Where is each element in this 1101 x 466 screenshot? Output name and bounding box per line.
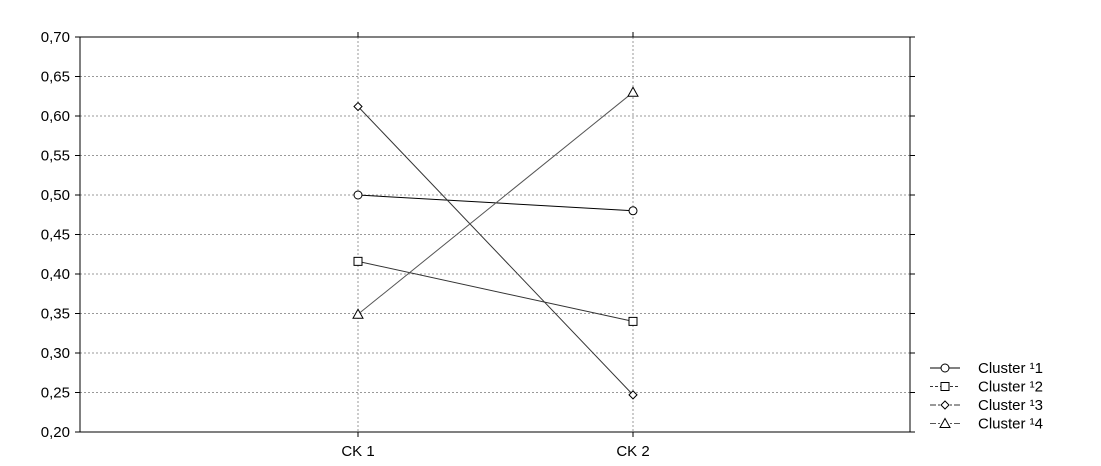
data-point-4-1 [352, 308, 364, 319]
series-lines [352, 86, 639, 400]
data-point-1-1 [353, 190, 363, 200]
y-tick-label: 0,55 [41, 148, 70, 165]
y-tick-label: 0,70 [41, 29, 70, 46]
y-tick-label: 0,40 [41, 266, 70, 283]
series-line-2 [357, 260, 634, 322]
y-tick-label: 0,45 [41, 227, 70, 244]
x-tick-label: CK 1 [341, 443, 374, 460]
legend-marker-4 [939, 417, 951, 428]
x-axis: CK 1 CK 2 [341, 32, 650, 460]
legend-label-4: Cluster ¹4 [978, 416, 1043, 433]
legend-label-1: Cluster ¹1 [978, 360, 1043, 377]
y-axis: 0,20 0,25 0,30 0,35 0,40 0,45 0,50 0,55 0,60 0,65… [41, 29, 915, 441]
legend-marker-3 [940, 400, 950, 410]
y-tick-label: 0,25 [41, 385, 70, 402]
y-tick-label: 0,20 [41, 424, 70, 441]
y-tick-label: 0,30 [41, 345, 70, 362]
data-point-2-1 [353, 256, 363, 266]
data-point-1-2 [628, 206, 638, 216]
data-point-3-2 [628, 390, 638, 400]
legend-marker-1 [940, 363, 950, 373]
y-tick-label: 0,50 [41, 187, 70, 204]
data-point-3-1 [353, 101, 363, 112]
y-tick-label: 0,60 [41, 108, 70, 125]
legend-label-3: Cluster ¹3 [978, 397, 1043, 414]
legend-marker-2 [940, 382, 950, 391]
y-tick-label: 0,65 [41, 69, 70, 86]
series-line-4 [357, 91, 634, 315]
legend-label-2: Cluster ¹2 [978, 379, 1043, 396]
y-tick-label: 0,35 [41, 306, 70, 323]
grid-lines [80, 37, 910, 432]
data-point-4-2 [627, 86, 639, 97]
series-line-3 [357, 106, 634, 396]
data-point-2-2 [628, 316, 638, 326]
x-tick-label: CK 2 [616, 443, 649, 460]
